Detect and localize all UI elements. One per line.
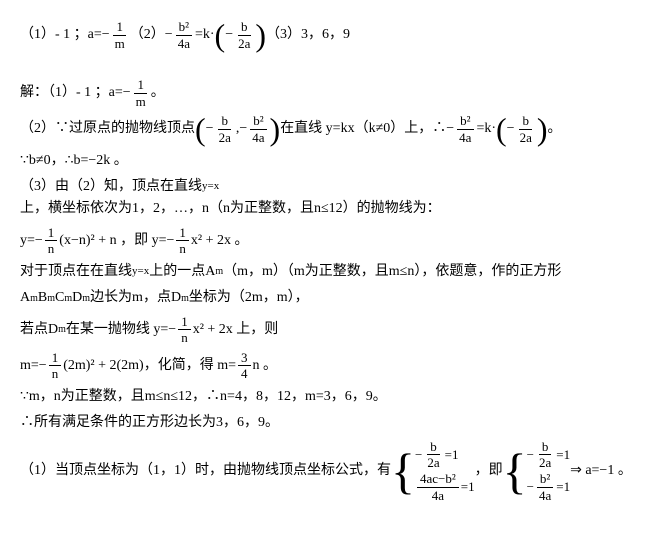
text: 上的一点A	[149, 261, 215, 283]
fraction: b²4a	[175, 19, 193, 51]
fraction: b2a	[517, 113, 535, 145]
solution-step-3c: 对于顶点在在直线 y=x 上的一点A m （m，m）（m为正整数，且m≤n），依…	[20, 261, 638, 283]
solution-step-3e: 若点Dm 在某一抛物线 y=− 1n x² + 2x 上，则	[20, 314, 638, 346]
text: (x−n)² + n ，即 y=−	[59, 230, 174, 252]
text: 若点D	[20, 319, 58, 341]
subscript: m	[215, 264, 223, 280]
fraction: b2a	[235, 19, 253, 51]
text: C	[55, 287, 64, 309]
brace-system-2: { − b2a =1 − b²4a =1	[503, 439, 570, 503]
text: (2m)² + 2(2m)，化简，得 m=	[63, 355, 236, 377]
text: ⇒ a=−1 。	[570, 460, 632, 482]
right-paren: )	[270, 113, 281, 145]
text: 解：（1）- 1 ；a=−	[20, 82, 131, 104]
right-paren: )	[255, 19, 266, 51]
solution-step-1: 解：（1）- 1 ；a=− 1m 。	[20, 77, 638, 109]
fraction: 34	[238, 350, 251, 382]
text: ∵m，n为正整数，且m≤n≤12，∴n=4，8，12，m=3，6，9。	[20, 386, 387, 408]
left-brace: {	[503, 451, 527, 491]
solution-note-1: （1）当顶点坐标为（1，1）时，由抛物线顶点坐标公式，有 { − b2a =1 …	[20, 439, 638, 503]
left-paren: (	[195, 113, 206, 145]
text: =k·	[195, 24, 215, 46]
text: （3）3，6，9	[266, 24, 350, 46]
fraction: b²4a	[456, 113, 474, 145]
text: 上，横坐标依次为1，2，…，n（n为正整数，且n≤12）的抛物线为：	[20, 198, 441, 220]
fraction: 1n	[45, 225, 58, 257]
text: （2）∵过原点的抛物线顶点	[20, 118, 195, 140]
subscript: m	[47, 291, 55, 307]
text: −	[206, 118, 214, 140]
text: 在某一抛物线 y=−	[66, 319, 176, 341]
text: ，即	[475, 460, 503, 482]
text: 边长为m，点D	[90, 287, 181, 309]
text: （1）当顶点坐标为（1，1）时，由抛物线顶点坐标公式，有	[20, 460, 391, 482]
fraction: 1m	[112, 19, 128, 51]
left-paren: (	[496, 113, 507, 145]
solution-conclusion: ∴所有满足条件的正方形边长为3，6，9。	[20, 412, 638, 434]
text: =k·	[476, 118, 496, 140]
solution-step-3f: m=− 1n (2m)² + 2(2m)，化简，得 m= 34 n 。	[20, 350, 638, 382]
solution-step-3: （3）由（2）知，顶点在直线 y=x 上，横坐标依次为1，2，…，n（n为正整数…	[20, 176, 638, 221]
fraction: 1n	[49, 350, 62, 382]
text: 。	[151, 82, 165, 104]
text: B	[38, 287, 47, 309]
text: ∵b≠0，∴b=−2k 。	[20, 150, 128, 172]
text: D	[72, 287, 82, 309]
text: （1）- 1 ；a=−	[20, 24, 110, 46]
fraction: b²4a	[249, 113, 267, 145]
solution-step-3g: ∵m，n为正整数，且m≤n≤12，∴n=4，8，12，m=3，6，9。	[20, 386, 638, 408]
text: A	[20, 287, 30, 309]
text: （3）由（2）知，顶点在直线	[20, 176, 202, 198]
text: y=x	[202, 178, 219, 196]
text: 坐标为（2m，m），	[189, 287, 309, 309]
subscript: m	[181, 291, 189, 307]
text: y=−	[20, 230, 43, 252]
left-paren: (	[215, 19, 226, 51]
text: 在直线 y=kx（k≠0）上，∴−	[280, 118, 454, 140]
brace-system-1: { − b2a =1 4ac−b²4a =1	[391, 439, 475, 503]
fraction: b2a	[216, 113, 234, 145]
answer-summary: （1）- 1 ；a=− 1m （2）− b²4a =k· ( − b2a ) （…	[20, 19, 638, 51]
fraction: 1n	[178, 314, 191, 346]
subscript: m	[64, 291, 72, 307]
text: x² + 2x 上，则	[193, 319, 279, 341]
left-brace: {	[391, 451, 415, 491]
text: ∴所有满足条件的正方形边长为3，6，9。	[20, 412, 279, 434]
fraction: 1n	[176, 225, 189, 257]
text: y=x	[132, 263, 149, 281]
text: n 。	[253, 355, 278, 377]
subscript: m	[58, 322, 66, 338]
subscript: m	[82, 291, 90, 307]
text: −	[225, 24, 233, 46]
text: m=−	[20, 355, 47, 377]
text: 对于顶点在在直线	[20, 261, 132, 283]
text: （m，m）（m为正整数，且m≤n），依题意，作的正方形	[223, 261, 561, 283]
text: ,−	[236, 118, 247, 140]
text: （2）−	[130, 24, 173, 46]
text: 。	[548, 118, 562, 140]
right-paren: )	[537, 113, 548, 145]
solution-step-2: （2）∵过原点的抛物线顶点 ( − b2a ,− b²4a ) 在直线 y=kx…	[20, 113, 638, 145]
text: −	[507, 118, 515, 140]
subscript: m	[30, 291, 38, 307]
solution-step-2b: ∵b≠0，∴b=−2k 。	[20, 150, 638, 172]
solution-step-3b: y=− 1n (x−n)² + n ，即 y=− 1n x² + 2x 。	[20, 225, 638, 257]
text: x² + 2x 。	[191, 230, 249, 252]
solution-step-3d: Am Bm Cm Dm 边长为m，点Dm 坐标为（2m，m），	[20, 287, 638, 309]
fraction: 1m	[133, 77, 149, 109]
